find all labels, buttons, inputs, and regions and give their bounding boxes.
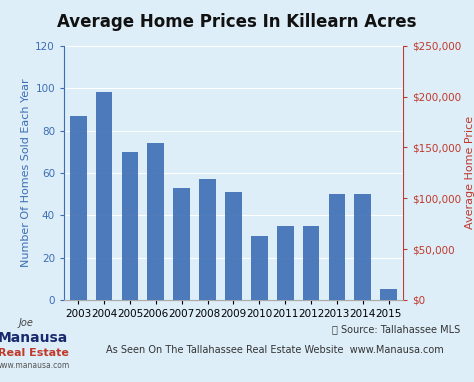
Bar — [303, 226, 319, 300]
Text: Average Home Prices In Killearn Acres: Average Home Prices In Killearn Acres — [57, 13, 417, 31]
Bar — [96, 92, 112, 300]
Text: Real Estate: Real Estate — [0, 348, 69, 358]
Y-axis label: Average Home Price: Average Home Price — [465, 116, 474, 230]
Bar — [355, 194, 371, 300]
Y-axis label: Number Of Homes Sold Each Year: Number Of Homes Sold Each Year — [21, 79, 31, 267]
Bar — [70, 116, 87, 300]
Text: www.manausa.com: www.manausa.com — [0, 361, 70, 371]
Text: As Seen On The Tallahassee Real Estate Website  www.Manausa.com: As Seen On The Tallahassee Real Estate W… — [106, 345, 444, 354]
Bar — [328, 194, 346, 300]
Bar — [147, 143, 164, 300]
Bar — [251, 236, 268, 300]
Bar — [121, 152, 138, 300]
Bar — [225, 192, 242, 300]
Bar — [173, 188, 190, 300]
Text: ⌖ Source: Tallahassee MLS: ⌖ Source: Tallahassee MLS — [331, 324, 460, 334]
Bar — [199, 179, 216, 300]
Text: Joe: Joe — [18, 318, 34, 328]
Bar — [277, 226, 293, 300]
Bar — [380, 289, 397, 300]
Text: Manausa: Manausa — [0, 331, 68, 345]
